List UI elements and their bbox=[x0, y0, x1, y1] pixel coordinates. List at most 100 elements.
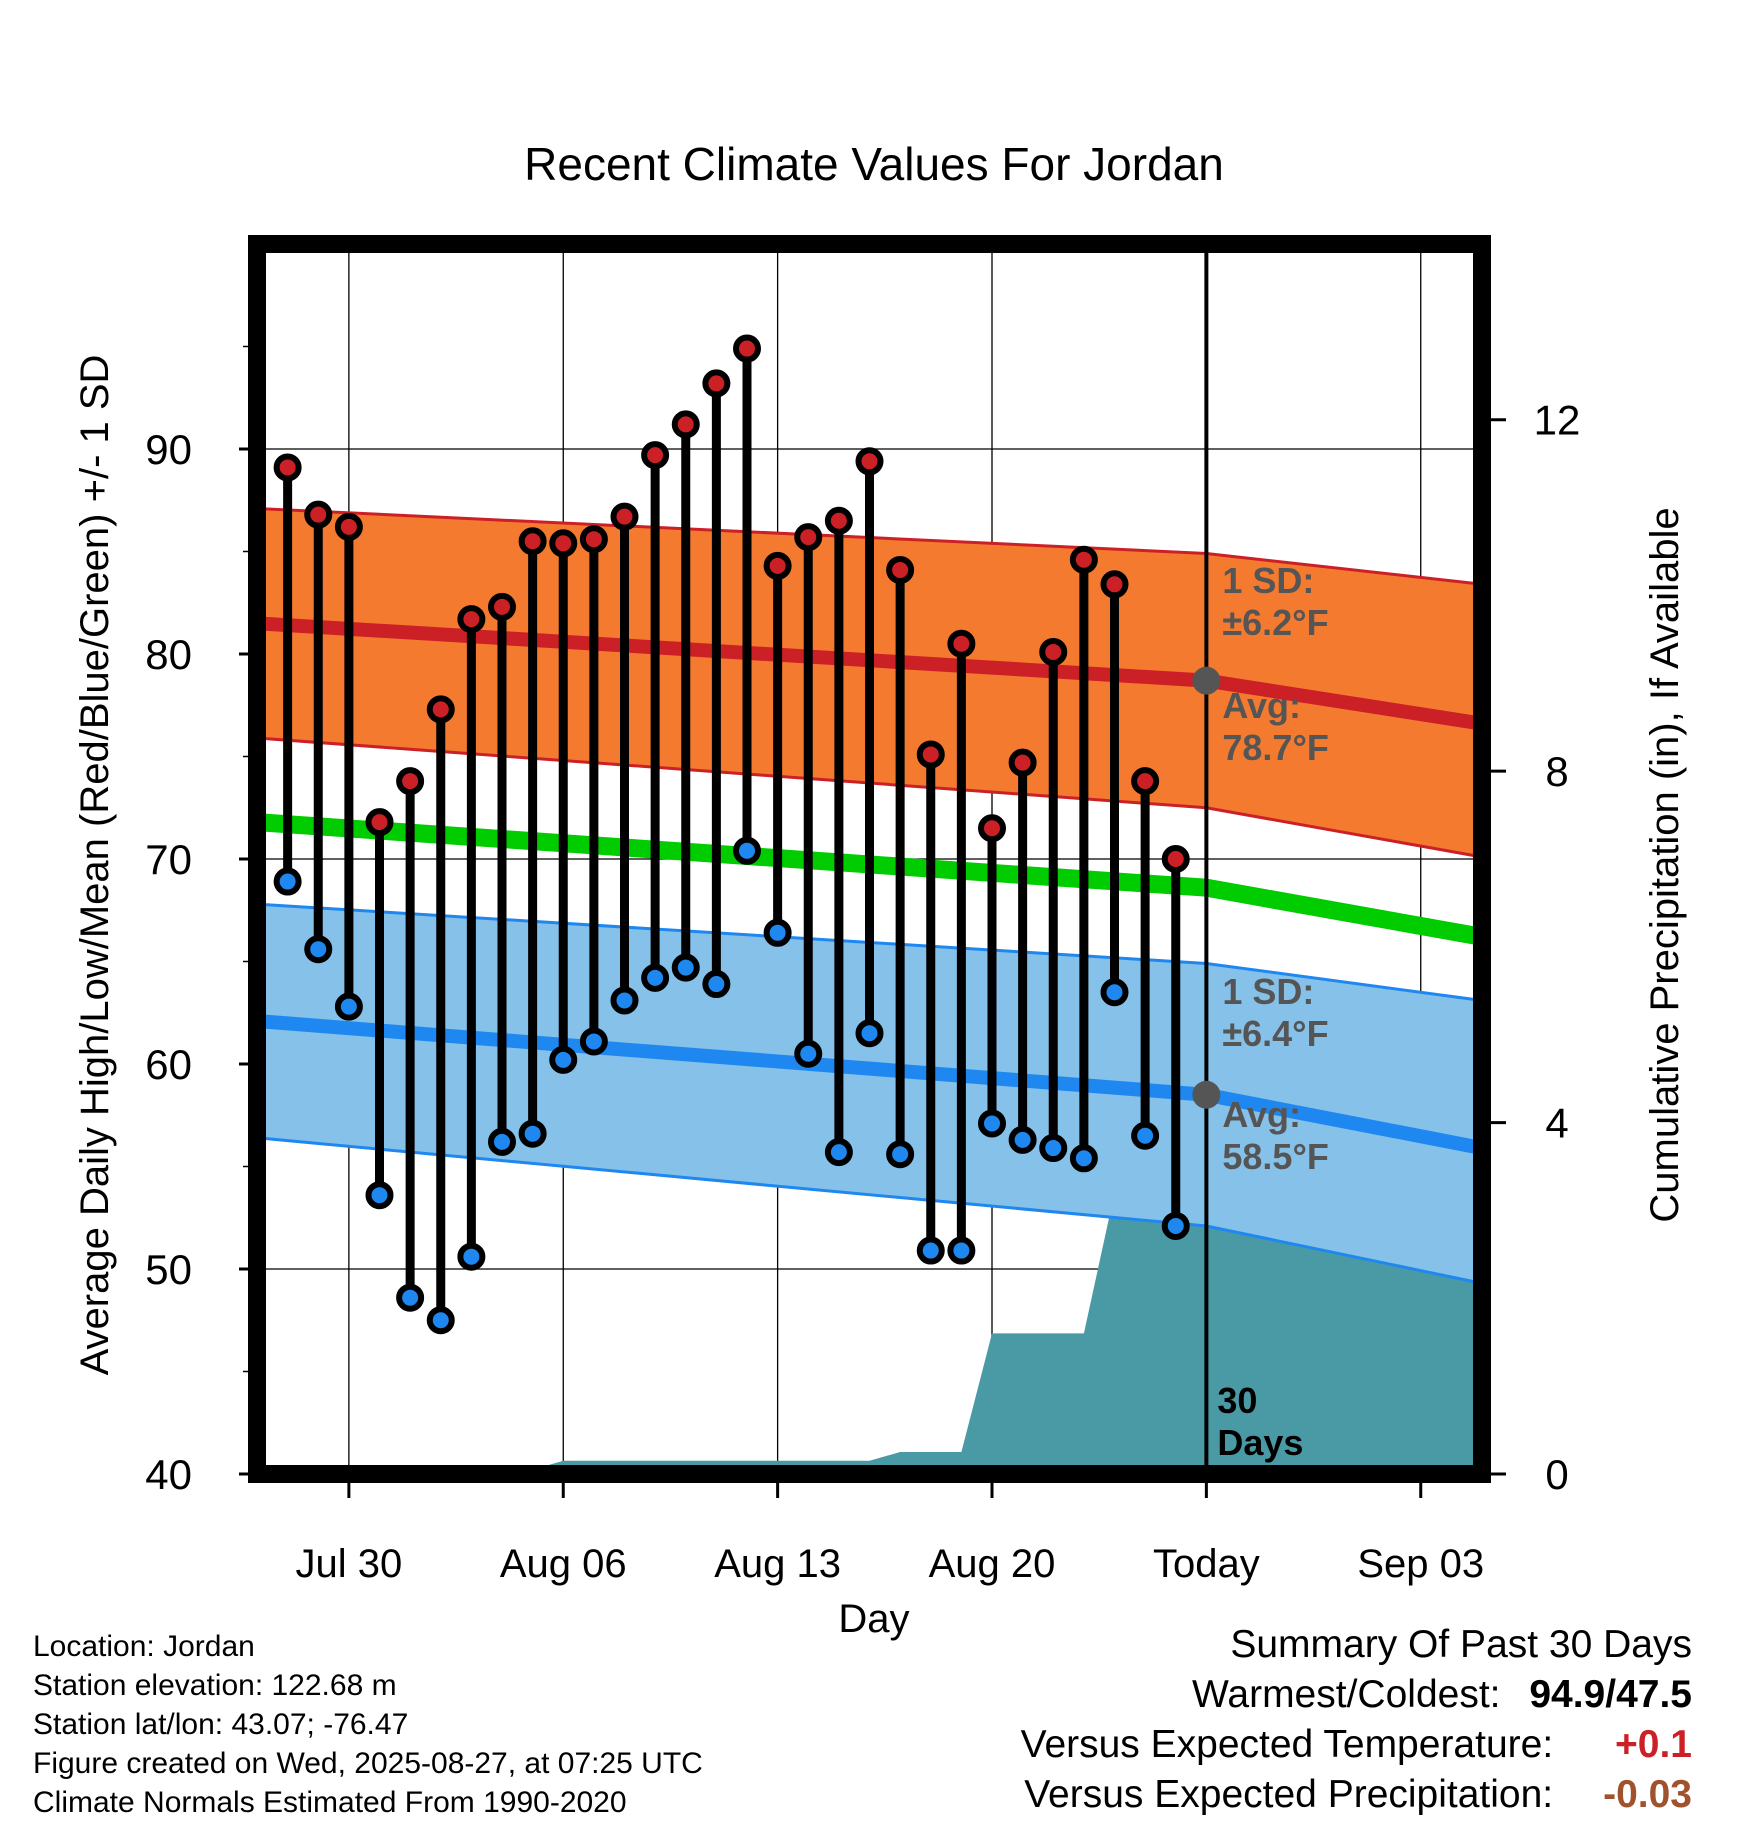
y-tick-label: 90 bbox=[145, 426, 192, 473]
high-point bbox=[1039, 637, 1068, 666]
footer-latlon: Station lat/lon: 43.07; -76.47 bbox=[33, 1708, 409, 1741]
high-sd-annotation: 1 SD: ±6.2°F bbox=[1222, 560, 1328, 643]
x-tick-label: Jul 30 bbox=[296, 1542, 403, 1586]
y-right-tick-label: 4 bbox=[1545, 1100, 1568, 1147]
low-point bbox=[1161, 1211, 1190, 1240]
high-point bbox=[457, 605, 486, 634]
footer-normals: Climate Normals Estimated From 1990-2020 bbox=[33, 1786, 627, 1819]
high-point bbox=[733, 334, 761, 363]
high-point bbox=[273, 453, 302, 482]
low-point bbox=[671, 953, 700, 982]
x-tick-label: Aug 06 bbox=[500, 1542, 627, 1586]
footer-created: Figure created on Wed, 2025-08-27, at 07… bbox=[33, 1747, 703, 1780]
summary-temp-anomaly: Versus Expected Temperature: +0.1 bbox=[1021, 1723, 1692, 1767]
y-right-tick-label: 8 bbox=[1545, 748, 1568, 795]
high-point bbox=[702, 369, 731, 398]
high-point bbox=[641, 441, 670, 470]
high-avg-marker bbox=[1192, 666, 1221, 695]
low-point bbox=[579, 1027, 608, 1056]
low-point bbox=[947, 1236, 976, 1265]
high-point bbox=[855, 447, 884, 476]
low-point bbox=[610, 986, 639, 1015]
y-tick-label: 40 bbox=[145, 1451, 192, 1498]
y-tick-label: 70 bbox=[145, 836, 192, 883]
chart-title: Recent Climate Values For Jordan bbox=[524, 138, 1224, 190]
low-point bbox=[916, 1236, 945, 1265]
x-tick-label: Aug 13 bbox=[714, 1542, 841, 1586]
high-point bbox=[794, 523, 823, 552]
precip-anomaly-value: -0.03 bbox=[1603, 1773, 1692, 1816]
low-sd-annotation: 1 SD: ±6.4°F bbox=[1222, 971, 1328, 1054]
low-point bbox=[702, 970, 731, 999]
high-point bbox=[426, 695, 455, 724]
precip-area bbox=[287, 1162, 1483, 1474]
high-point bbox=[1161, 845, 1190, 873]
precip-anomaly-label: Versus Expected Precipitation: bbox=[1024, 1773, 1554, 1816]
low-point bbox=[518, 1119, 547, 1148]
warmest-coldest-value: 94.9/47.5 bbox=[1529, 1673, 1692, 1716]
footer-elevation: Station elevation: 122.68 m bbox=[33, 1669, 397, 1702]
low-point bbox=[641, 963, 670, 992]
high-point bbox=[396, 767, 425, 796]
today-days-label: 30 Days bbox=[1217, 1380, 1303, 1463]
high-point bbox=[1069, 545, 1098, 574]
x-tick-label: Today bbox=[1153, 1542, 1260, 1586]
low-point bbox=[457, 1242, 486, 1271]
low-avg-annotation: Avg: 58.5°F bbox=[1222, 1094, 1328, 1177]
summary-warmest-coldest: Warmest/Coldest: 94.9/47.5 bbox=[1192, 1673, 1692, 1717]
high-point bbox=[365, 808, 394, 837]
high-point bbox=[304, 500, 333, 529]
summary-title: Summary Of Past 30 Days bbox=[1230, 1623, 1692, 1666]
high-point bbox=[549, 529, 578, 558]
low-point bbox=[1100, 978, 1129, 1007]
low-point bbox=[426, 1306, 455, 1335]
low-point bbox=[1008, 1125, 1037, 1154]
summary-precip-anomaly: Versus Expected Precipitation: -0.03 bbox=[1024, 1773, 1692, 1817]
low-point bbox=[304, 935, 333, 964]
low-point bbox=[824, 1138, 853, 1167]
footer-location: Location: Jordan bbox=[33, 1630, 255, 1663]
temp-anomaly-value: +0.1 bbox=[1615, 1723, 1692, 1766]
low-point bbox=[1131, 1121, 1160, 1150]
low-point bbox=[488, 1127, 516, 1156]
low-point bbox=[273, 867, 302, 896]
low-avg-marker bbox=[1192, 1080, 1221, 1109]
high-point bbox=[763, 551, 792, 580]
high-point bbox=[978, 814, 1006, 843]
low-point bbox=[733, 836, 761, 865]
plot-area: 1 SD: ±6.2°F Avg: 78.7°F 1 SD: ±6.4°F Avg: 58.5… bbox=[145, 235, 1581, 1586]
high-point bbox=[518, 527, 547, 556]
high-point bbox=[579, 525, 608, 554]
temp-anomaly-label: Versus Expected Temperature: bbox=[1020, 1723, 1554, 1766]
low-point bbox=[855, 1019, 884, 1048]
low-point bbox=[1039, 1134, 1068, 1163]
y-axis-label: Average Daily High/Low/Mean (Red/Blue/Gr… bbox=[73, 355, 117, 1376]
high-point bbox=[488, 592, 516, 621]
low-point bbox=[396, 1283, 425, 1312]
low-point bbox=[1069, 1144, 1098, 1173]
low-point bbox=[763, 918, 792, 947]
y-tick-label: 60 bbox=[145, 1041, 192, 1088]
high-point bbox=[916, 740, 945, 769]
y-right-tick-label: 0 bbox=[1545, 1451, 1568, 1498]
high-point bbox=[610, 502, 639, 531]
high-point bbox=[886, 555, 915, 584]
high-point bbox=[1131, 767, 1160, 796]
low-point bbox=[549, 1045, 578, 1074]
x-tick-label: Aug 20 bbox=[929, 1542, 1056, 1586]
high-point bbox=[1008, 748, 1037, 777]
low-point bbox=[365, 1181, 394, 1210]
high-point bbox=[947, 629, 976, 658]
x-tick-label: Sep 03 bbox=[1357, 1542, 1484, 1586]
high-point bbox=[1100, 570, 1129, 599]
low-point bbox=[978, 1109, 1006, 1138]
high-point bbox=[824, 506, 853, 535]
y-axis-right-label: Cumulative Precipitation (in), If Availa… bbox=[1643, 507, 1687, 1222]
low-point bbox=[794, 1039, 823, 1068]
warmest-coldest-label: Warmest/Coldest: bbox=[1192, 1673, 1501, 1716]
y-tick-label: 80 bbox=[145, 631, 192, 678]
high-avg-annotation: Avg: 78.7°F bbox=[1222, 685, 1328, 768]
y-right-tick-label: 12 bbox=[1534, 397, 1581, 444]
high-point bbox=[671, 410, 700, 439]
